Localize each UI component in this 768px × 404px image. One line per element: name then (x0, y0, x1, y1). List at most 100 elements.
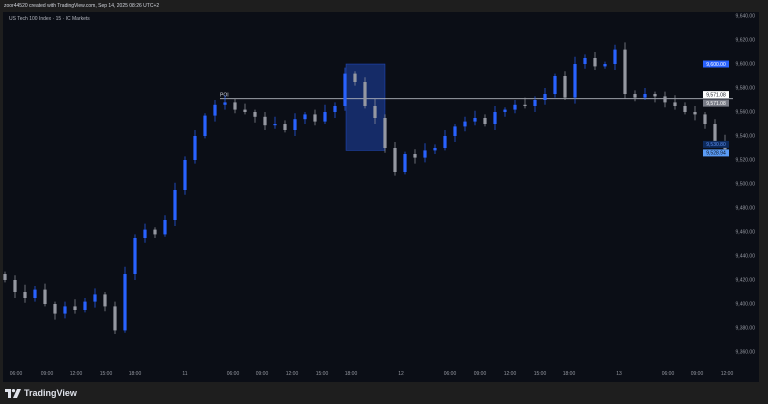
price-axis-edge (759, 12, 765, 382)
candle-down (563, 76, 567, 98)
time-axis-label: 06:00 (227, 371, 240, 377)
candle-up (123, 274, 127, 331)
candle-down (23, 292, 27, 298)
candle-up (133, 238, 137, 274)
time-axis-label: 15:00 (316, 371, 329, 377)
price-tag: 9,528.94 (706, 151, 726, 157)
time-axis-label: 18:00 (563, 371, 576, 377)
candle-up (493, 112, 497, 124)
candle-up (603, 64, 607, 67)
candle-down (3, 274, 7, 280)
time-axis-label: 15:00 (534, 371, 547, 377)
supply-zone-rectangle (345, 63, 386, 151)
candle-down (663, 96, 667, 103)
candle-up (473, 118, 477, 122)
candle-down (283, 124, 287, 130)
price-tag: 9,600.00 (706, 62, 726, 68)
brand-name: TradingView (24, 388, 77, 398)
candle-up (33, 289, 37, 298)
price-axis-label: 9,580.00 (736, 86, 756, 92)
candle-down (113, 306, 117, 331)
candle-up (403, 154, 407, 172)
tradingview-logo-icon (5, 388, 21, 398)
candle-down (353, 73, 357, 82)
candle-up (163, 220, 167, 235)
candle-up (303, 114, 307, 120)
candle-up (533, 100, 537, 106)
candle-down (713, 124, 717, 142)
candle-down (313, 114, 317, 122)
candle-down (383, 118, 387, 148)
time-axis-label: 12 (398, 371, 404, 377)
candle-up (143, 229, 147, 238)
candle-down (393, 148, 397, 172)
candle-down (373, 106, 377, 118)
candle-up (183, 160, 187, 190)
time-axis-label: 12:00 (70, 371, 83, 377)
time-axis-label: 09:00 (691, 371, 704, 377)
candle-down (693, 112, 697, 115)
price-axis-label: 9,500.00 (736, 182, 756, 188)
time-axis-label: 09:00 (474, 371, 487, 377)
price-axis-label: 9,420.00 (736, 278, 756, 284)
price-axis-label: 9,640.00 (736, 14, 756, 20)
price-tag-background (703, 140, 729, 148)
candle-up (213, 104, 217, 116)
price-axis-label: 9,440.00 (736, 254, 756, 260)
price-axis-label: 9,600.00 (736, 62, 756, 68)
time-axis-label: 12:00 (504, 371, 517, 377)
candle-down (43, 289, 47, 304)
candle-down (413, 154, 417, 158)
candle-up (193, 136, 197, 160)
candle-up (343, 73, 347, 106)
candle-down (13, 280, 17, 292)
price-axis-label: 9,480.00 (736, 206, 756, 212)
time-axis-label: 13 (616, 371, 622, 377)
time-axis-label: 06:00 (444, 371, 457, 377)
candle-up (223, 102, 227, 105)
candle-down (523, 104, 527, 106)
time-axis-label: 06:00 (662, 371, 675, 377)
time-axis-label: 15:00 (100, 371, 113, 377)
price-axis-label: 9,620.00 (736, 38, 756, 44)
time-axis-label: 09:00 (256, 371, 269, 377)
candle-up (423, 150, 427, 158)
chart-caption: zoor44520 created with TradingView.com, … (4, 3, 160, 9)
time-axis-label: 12:00 (721, 371, 734, 377)
price-tag-background (703, 91, 729, 99)
time-axis-label: 12:00 (286, 371, 299, 377)
candle-up (333, 106, 337, 112)
time-axis-label: 06:00 (10, 371, 23, 377)
candle-down (263, 116, 267, 126)
price-tag: 9,530.80 (706, 142, 726, 148)
candle-up (503, 109, 507, 112)
candle-up (613, 49, 617, 64)
candle-down (73, 306, 77, 310)
price-axis-label: 9,360.00 (736, 350, 756, 356)
candlestick-chart[interactable]: 9,640.00 9,620.00 9,600.00 9,580.00 9,560.00… (3, 12, 765, 382)
chart-pane[interactable]: 9,640.00 9,620.00 9,600.00 9,580.00 9,560.00… (3, 12, 765, 382)
candle-up (63, 306, 67, 314)
candle-up (203, 115, 207, 136)
candle-down (233, 102, 237, 110)
price-axis-label: 9,540.00 (736, 134, 756, 140)
candle-down (103, 294, 107, 307)
candle-down (243, 109, 247, 112)
price-tag-background (703, 99, 729, 107)
candle-up (513, 104, 517, 110)
candle-down (673, 102, 677, 106)
candle-up (583, 58, 587, 64)
candle-up (543, 94, 547, 100)
price-tag: 9,571.08 (706, 101, 726, 107)
price-axis-label: 9,400.00 (736, 302, 756, 308)
candle-down (253, 112, 257, 117)
candle-up (433, 148, 437, 151)
candle-up (93, 294, 97, 302)
symbol-title: US Tech 100 Index · 15 · IC Markets (9, 16, 90, 22)
candle-up (643, 94, 647, 98)
time-axis-label: 18:00 (345, 371, 358, 377)
price-axis-label: 9,520.00 (736, 158, 756, 164)
time-axis-label: 11 (182, 371, 187, 377)
candle-down (363, 82, 367, 106)
candle-up (323, 112, 327, 122)
